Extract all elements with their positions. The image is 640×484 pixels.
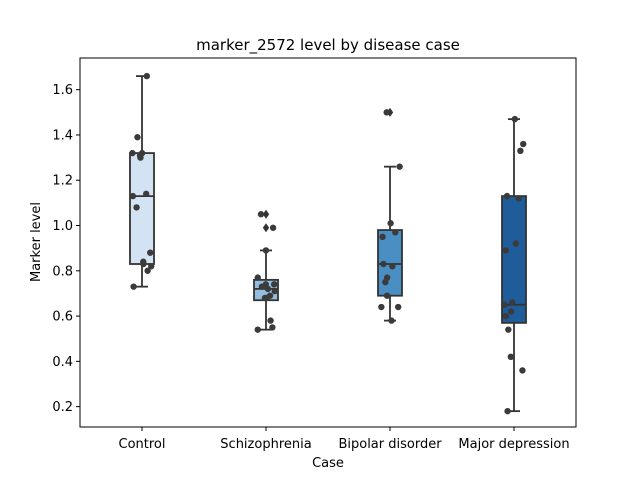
x-axis-label: Case <box>312 456 344 471</box>
box-group-schizophrenia <box>253 209 279 333</box>
chart-title: marker_2572 level by disease case <box>196 36 460 55</box>
data-point <box>382 278 389 286</box>
x-axis: Control Schizophrenia Bipolar disorder Majo… <box>119 427 570 452</box>
data-point <box>148 263 155 270</box>
data-point <box>129 192 137 200</box>
outlier-marker <box>262 223 270 233</box>
data-point <box>269 324 276 331</box>
data-point <box>254 274 261 281</box>
data-point <box>379 233 386 241</box>
data-point <box>519 367 526 374</box>
box-group-bipolar-disorder <box>377 107 403 324</box>
data-point <box>517 147 524 155</box>
plot-area-frame <box>79 57 577 428</box>
x-tick-label: Bipolar disorder <box>338 437 442 452</box>
data-point <box>264 285 272 293</box>
data-point <box>504 407 511 415</box>
data-point <box>505 326 512 333</box>
data-point <box>257 211 265 218</box>
data-point <box>512 240 520 247</box>
data-point <box>140 260 147 268</box>
data-point <box>515 195 522 202</box>
data-point <box>507 308 515 315</box>
y-tick-label: 0.4 <box>52 355 73 370</box>
y-axis-label: Marker level <box>29 202 44 282</box>
data-point <box>130 283 137 290</box>
data-point <box>378 303 385 311</box>
data-point <box>388 317 395 324</box>
data-point <box>509 299 516 306</box>
y-tick-label: 0.8 <box>52 264 73 279</box>
data-point <box>394 303 402 311</box>
data-point <box>261 294 269 302</box>
data-point <box>507 353 515 361</box>
y-axis: 0.2 0.4 0.6 0.8 1.0 1.2 1.4 1.6 <box>52 83 80 415</box>
data-point <box>501 301 508 308</box>
y-tick-label: 0.6 <box>52 310 73 325</box>
data-point <box>262 247 270 254</box>
data-point <box>267 317 274 324</box>
box-group-control <box>129 72 155 290</box>
data-point <box>133 204 140 211</box>
data-point <box>254 326 261 333</box>
x-tick-label: Major depression <box>458 437 569 452</box>
y-tick-label: 1.2 <box>52 174 73 189</box>
data-point <box>511 115 519 123</box>
data-point <box>520 140 527 148</box>
outlier-marker <box>262 209 270 219</box>
data-point <box>137 154 144 161</box>
data-point <box>396 163 403 170</box>
data-point <box>142 190 150 198</box>
data-point <box>380 260 387 268</box>
data-point <box>129 149 136 157</box>
data-point <box>383 292 391 299</box>
data-point <box>258 283 266 290</box>
data-point <box>502 247 509 254</box>
y-tick-label: 1.4 <box>52 128 73 143</box>
data-point <box>143 72 151 80</box>
x-tick-label: Control <box>119 437 166 452</box>
data-point <box>270 281 278 288</box>
data-point <box>389 263 396 270</box>
y-tick-label: 1.0 <box>52 219 73 234</box>
data-point <box>269 224 277 231</box>
data-point <box>387 220 394 227</box>
data-point <box>502 312 509 320</box>
data-point <box>144 267 151 274</box>
data-point <box>147 249 154 256</box>
data-point <box>383 109 390 116</box>
data-point <box>271 287 279 295</box>
chart-marks <box>129 72 527 415</box>
y-tick-label: 1.6 <box>52 83 73 98</box>
x-tick-label: Schizophrenia <box>220 437 311 452</box>
data-point <box>392 229 399 236</box>
data-point <box>134 134 141 141</box>
box-group-major-depression <box>501 115 527 415</box>
data-point <box>503 192 511 200</box>
y-tick-label: 0.2 <box>52 400 73 415</box>
